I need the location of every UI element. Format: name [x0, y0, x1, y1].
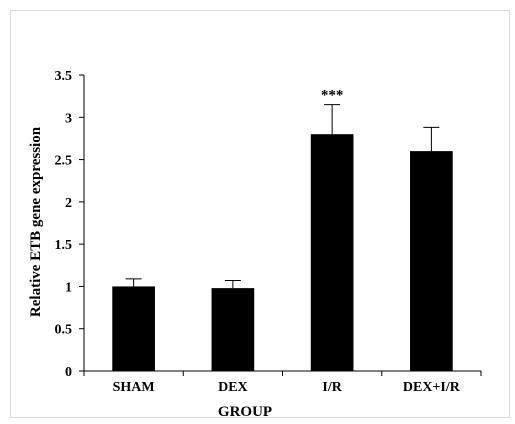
annotations: *** — [321, 88, 344, 104]
y-tick-label: 1 — [65, 280, 72, 295]
bar-dex — [211, 288, 255, 371]
error-bars — [125, 104, 440, 289]
bar-i-r — [310, 134, 354, 371]
x-axis: SHAM DEX I/R DEX+I/R — [83, 370, 482, 395]
y-axis-title: Relative ETB gene expression — [28, 126, 44, 317]
y-axis: 0 0.5 1 1.5 2 2.5 3 3.5 — [55, 69, 85, 380]
y-tick-label: 0 — [65, 365, 72, 380]
x-tick-label: SHAM — [113, 380, 155, 395]
x-tick-label: DEX — [218, 380, 248, 395]
bars — [112, 134, 453, 371]
y-tick-label: 1.5 — [55, 238, 73, 253]
bar-dex-i-r — [410, 151, 453, 371]
x-axis-title: GROUP — [218, 404, 272, 420]
y-tick-label: 3 — [65, 111, 72, 126]
y-tick-label: 2.5 — [55, 154, 73, 169]
x-tick-label: DEX+I/R — [403, 380, 461, 395]
y-tick-label: 0.5 — [55, 323, 73, 338]
x-tick-label: I/R — [322, 380, 342, 395]
significance-annotation: *** — [321, 88, 344, 104]
y-tick-label: 2 — [65, 196, 72, 211]
y-tick-label: 3.5 — [55, 69, 73, 84]
bar-sham — [112, 286, 155, 371]
